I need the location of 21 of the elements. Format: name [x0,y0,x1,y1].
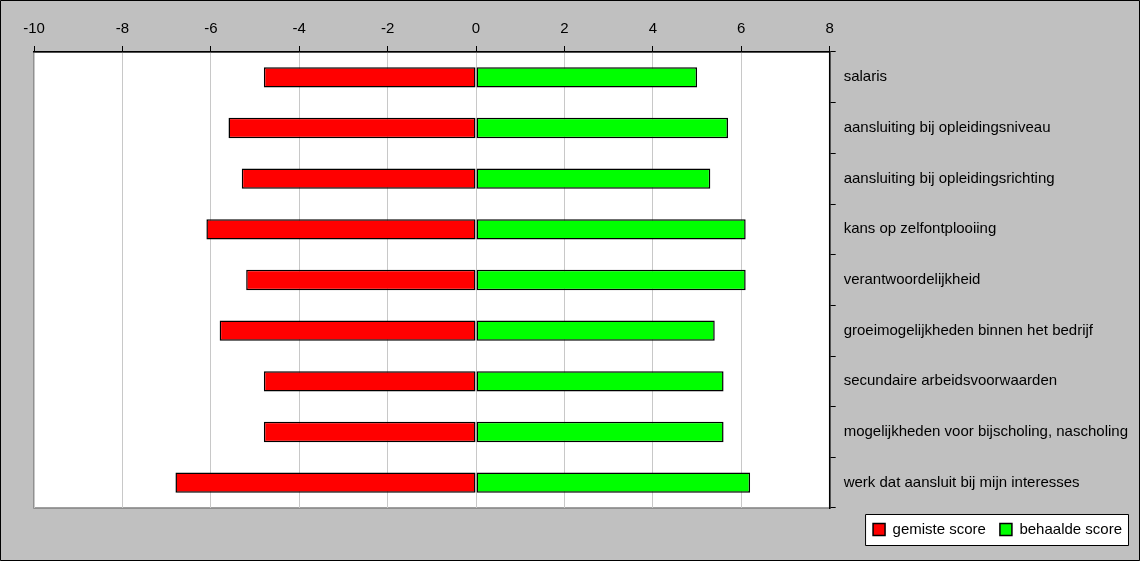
y-tick-label: kans op zelfontplooiing [843,219,997,237]
x-tick-label: 0 [471,19,481,37]
x-tick-label: -10 [23,19,45,37]
legend-label: gemiste score [892,519,986,537]
y-tick-label: salaris [843,67,888,85]
y-tick-label: mogelijkheden voor bijscholing, nascholing [843,422,1128,440]
x-tick-label: -2 [380,19,395,37]
x-tick-label: -8 [115,19,130,37]
y-tick-label: verantwoordelijkheid [843,270,981,288]
y-tick-label: aansluiting bij opleidingsrichting [843,168,1055,186]
legend-label: behaalde score [1019,519,1122,537]
x-tick-label: 4 [648,19,658,37]
x-tick-label: -6 [204,19,218,37]
y-tick-label: groeimogelijkheden binnen het bedrijf [843,320,1094,338]
y-tick-label: aansluiting bij opleidingsniveau [843,118,1051,136]
x-tick-label: -4 [292,19,306,37]
x-tick-label: 8 [825,19,834,37]
x-tick-label: 6 [737,19,746,37]
y-tick-label: secundaire arbeidsvoorwaarden [843,371,1058,389]
y-tick-label: werk dat aansluit bij mijn interesses [842,472,1080,490]
x-tick-label: 2 [560,19,569,37]
